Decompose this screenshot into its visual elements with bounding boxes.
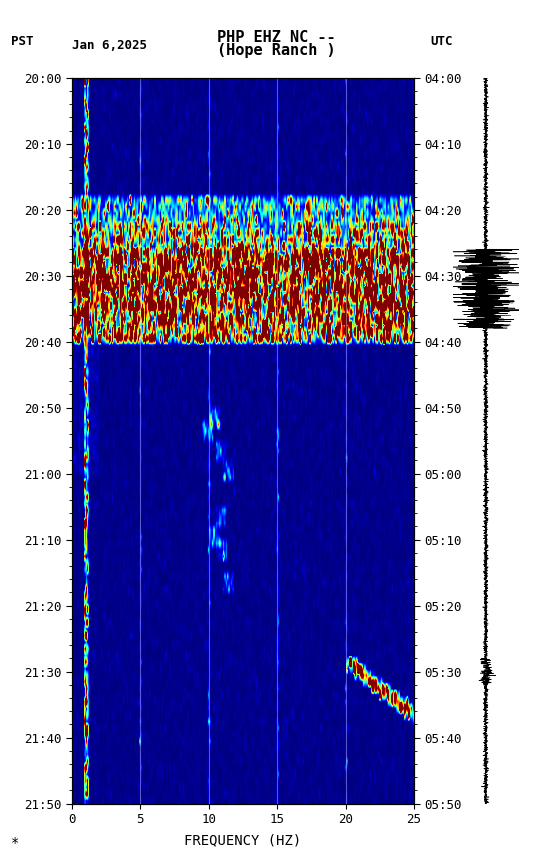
X-axis label: FREQUENCY (HZ): FREQUENCY (HZ) xyxy=(184,833,301,848)
Text: UTC: UTC xyxy=(431,35,453,48)
Text: PHP EHZ NC --: PHP EHZ NC -- xyxy=(217,30,335,45)
Text: Jan 6,2025: Jan 6,2025 xyxy=(72,39,147,52)
Text: PST: PST xyxy=(11,35,34,48)
Text: (Hope Ranch ): (Hope Ranch ) xyxy=(217,43,335,58)
Text: *: * xyxy=(11,835,19,849)
